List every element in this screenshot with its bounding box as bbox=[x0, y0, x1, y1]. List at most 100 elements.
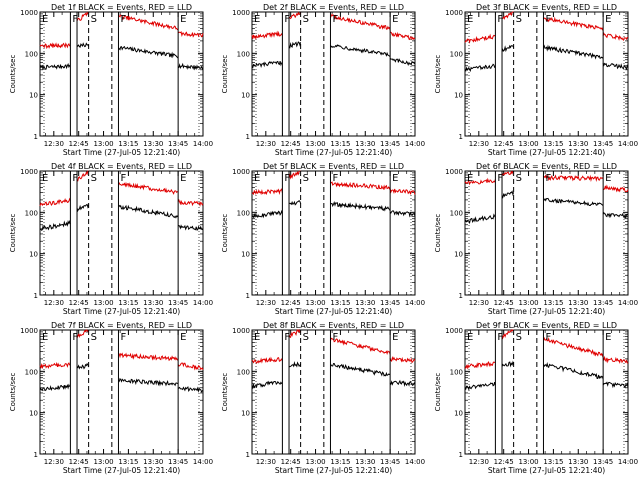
series-line-lld bbox=[501, 329, 514, 340]
x-tick-label: 14:00 bbox=[618, 458, 638, 466]
marker-label: S bbox=[516, 173, 522, 184]
y-tick-label: 1000 bbox=[232, 327, 250, 335]
series-line-events bbox=[330, 362, 391, 377]
marker-label: E bbox=[180, 14, 186, 25]
marker-label: S bbox=[91, 173, 97, 184]
x-tick-label: 13:30 bbox=[568, 140, 588, 148]
x-axis-label: Start Time (27-Jul-05 12:21:40) bbox=[63, 148, 180, 157]
marker-label: S bbox=[516, 14, 522, 25]
plot-frame bbox=[251, 329, 416, 455]
y-tick-label: 100 bbox=[450, 368, 463, 376]
y-tick-label: 1 bbox=[34, 133, 38, 141]
series-line-lld bbox=[118, 14, 179, 31]
x-tick-label: 13:45 bbox=[593, 140, 613, 148]
series-line-events bbox=[389, 57, 416, 67]
marker-label: E bbox=[180, 173, 186, 184]
series-line-events bbox=[389, 210, 416, 218]
marker-label: F bbox=[497, 14, 503, 25]
series-line-events bbox=[288, 361, 302, 368]
series-line-events bbox=[76, 362, 90, 370]
x-tick-label: 12:45 bbox=[494, 140, 514, 148]
series-line-lld bbox=[330, 13, 391, 31]
y-tick-label: 10 bbox=[241, 251, 250, 259]
x-tick-label: 14:00 bbox=[405, 458, 425, 466]
series-line-events bbox=[543, 44, 604, 60]
series-line-lld bbox=[543, 16, 604, 31]
y-tick-label: 1 bbox=[459, 133, 463, 141]
series-line-lld bbox=[177, 31, 204, 38]
x-tick-label: 12:45 bbox=[494, 458, 514, 466]
marker-label: F bbox=[284, 173, 290, 184]
marker-label: E bbox=[254, 173, 260, 184]
x-tick-label: 13:45 bbox=[380, 458, 400, 466]
x-tick-label: 13:30 bbox=[143, 458, 163, 466]
y-tick-label: 100 bbox=[25, 368, 38, 376]
series-line-lld bbox=[464, 33, 496, 44]
panel-title: Det 8f BLACK = Events, RED = LLD bbox=[263, 321, 404, 330]
panel-title: Det 7f BLACK = Events, RED = LLD bbox=[51, 321, 192, 330]
x-tick-label: 13:45 bbox=[593, 299, 613, 307]
marker-label: S bbox=[303, 332, 309, 343]
series-line-events bbox=[118, 45, 179, 59]
y-tick-label: 100 bbox=[237, 368, 250, 376]
y-tick-label: 100 bbox=[25, 50, 38, 58]
x-tick-label: 13:15 bbox=[118, 299, 138, 307]
x-tick-label: 12:45 bbox=[69, 299, 89, 307]
y-axis-label: Counts/sec bbox=[9, 373, 17, 412]
x-tick-label: 12:45 bbox=[69, 140, 89, 148]
y-tick-label: 10 bbox=[241, 410, 250, 418]
marker-label: E bbox=[254, 14, 260, 25]
plot-frame bbox=[464, 170, 629, 296]
series-line-lld bbox=[288, 328, 302, 339]
series-line-events bbox=[602, 211, 629, 220]
x-axis-label: Start Time (27-Jul-05 12:21:40) bbox=[275, 148, 392, 157]
y-tick-label: 1 bbox=[459, 451, 463, 459]
marker-label: E bbox=[467, 332, 473, 343]
series-line-events bbox=[177, 386, 204, 393]
x-axis-label: Start Time (27-Jul-05 12:21:40) bbox=[275, 466, 392, 475]
series-line-lld bbox=[76, 329, 90, 339]
x-tick-label: 13:30 bbox=[143, 140, 163, 148]
x-tick-label: 13:30 bbox=[355, 458, 375, 466]
marker-label: E bbox=[254, 332, 260, 343]
x-tick-label: 13:45 bbox=[168, 458, 188, 466]
marker-label: E bbox=[605, 173, 611, 184]
series-line-events bbox=[501, 360, 515, 368]
series-line-lld bbox=[39, 197, 71, 207]
series-line-events bbox=[330, 200, 391, 212]
series-line-lld bbox=[389, 31, 416, 41]
series-line-events bbox=[251, 209, 283, 219]
marker-label: F bbox=[332, 14, 338, 25]
x-tick-label: 13:00 bbox=[305, 299, 325, 307]
y-tick-label: 10 bbox=[29, 251, 38, 259]
x-tick-label: 12:45 bbox=[69, 458, 89, 466]
x-tick-label: 13:15 bbox=[330, 140, 350, 148]
panel-det-5: Det 5f BLACK = Events, RED = LLD 1 10 100 10… bbox=[221, 162, 425, 316]
panel-det-6: Det 6f BLACK = Events, RED = LLD 1 10 100 10… bbox=[434, 162, 638, 316]
series-line-lld bbox=[288, 11, 302, 20]
x-tick-label: 14:00 bbox=[618, 140, 638, 148]
marker-label: F bbox=[284, 14, 290, 25]
x-tick-label: 12:30 bbox=[256, 458, 276, 466]
series-line-events bbox=[501, 190, 515, 199]
marker-label: F bbox=[72, 14, 78, 25]
x-tick-label: 13:00 bbox=[518, 458, 538, 466]
plot-frame bbox=[251, 11, 416, 137]
x-tick-label: 13:45 bbox=[168, 140, 188, 148]
y-tick-label: 1000 bbox=[445, 168, 463, 176]
marker-label: S bbox=[516, 332, 522, 343]
x-tick-label: 13:30 bbox=[568, 299, 588, 307]
panel-title: Det 9f BLACK = Events, RED = LLD bbox=[476, 321, 617, 330]
x-tick-label: 14:00 bbox=[193, 458, 213, 466]
x-tick-label: 13:30 bbox=[355, 140, 375, 148]
series-line-events bbox=[251, 380, 283, 390]
y-tick-label: 1000 bbox=[232, 168, 250, 176]
series-line-events bbox=[602, 381, 629, 389]
y-tick-label: 10 bbox=[29, 410, 38, 418]
marker-label: E bbox=[467, 14, 473, 25]
plot-frame bbox=[39, 11, 204, 137]
y-tick-label: 100 bbox=[237, 209, 250, 217]
series-line-lld bbox=[251, 188, 283, 196]
x-tick-label: 13:00 bbox=[305, 458, 325, 466]
y-tick-label: 100 bbox=[450, 209, 463, 217]
